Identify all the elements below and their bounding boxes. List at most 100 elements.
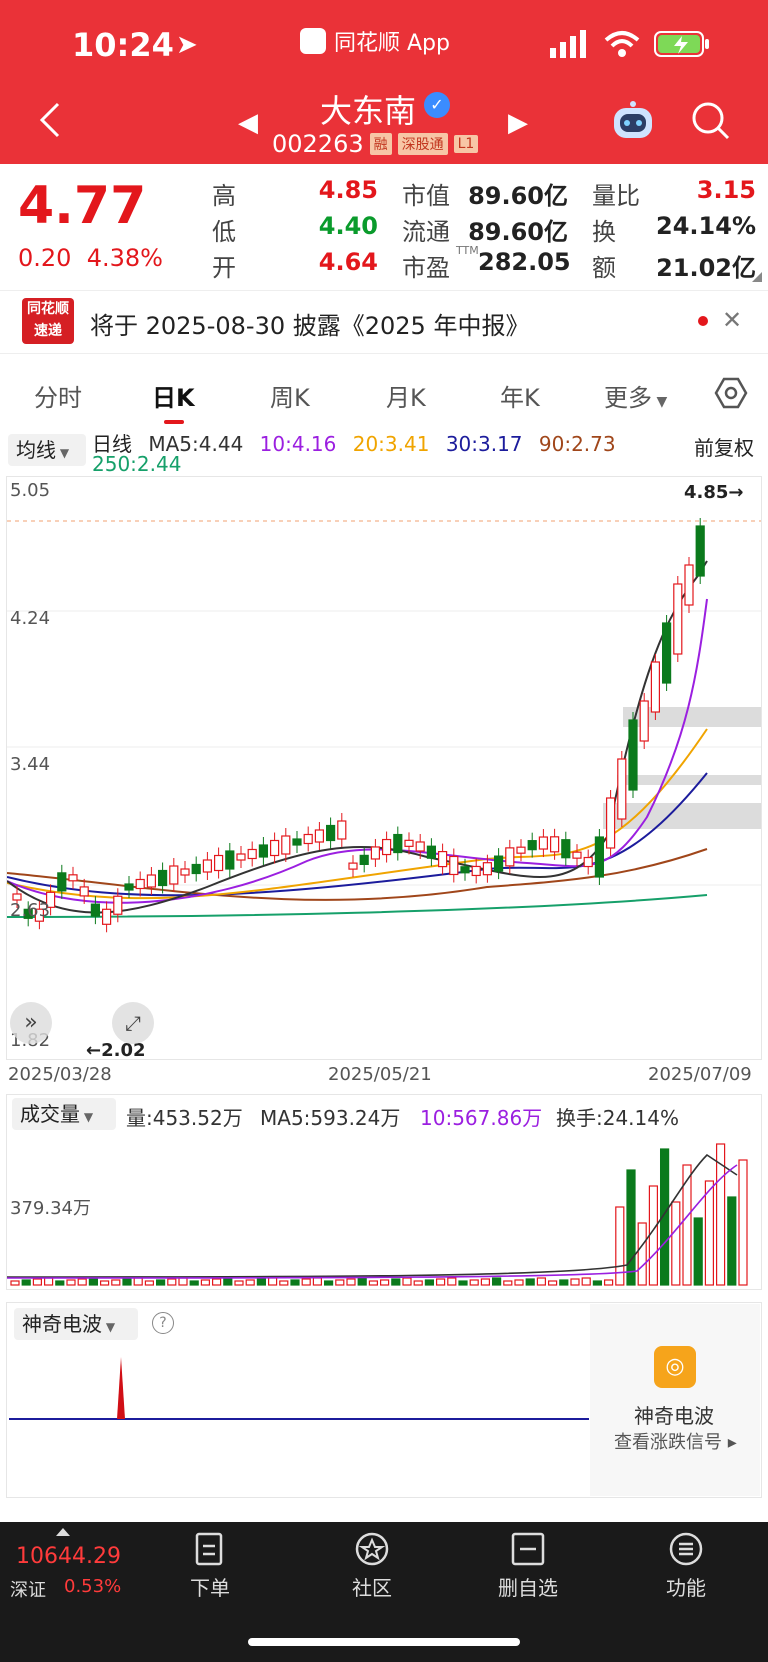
open-label: 开 <box>212 254 236 282</box>
wave-promo-panel[interactable] <box>590 1304 760 1496</box>
date-end: 2025/07/09 <box>648 1064 752 1085</box>
mktcap-value: 89.60亿 <box>468 182 568 210</box>
signal-icon <box>550 30 592 62</box>
search-icon[interactable] <box>690 100 732 146</box>
volume-ma10: 10:567.86万 <box>420 1106 543 1130</box>
tag-connect: 深股通 <box>397 133 448 155</box>
low-label: 低 <box>212 218 236 246</box>
y-label-3: 3.44 <box>10 754 51 775</box>
volume-ma5: MA5:593.24万 <box>260 1106 401 1130</box>
volume-canvas <box>6 1143 748 1286</box>
tag-level: L1 <box>453 135 479 153</box>
settings-icon[interactable] <box>714 376 748 414</box>
amount-value: 21.02亿 <box>656 254 756 282</box>
index-pct: 0.53% <box>64 1576 122 1597</box>
high-value: 4.85 <box>318 176 378 204</box>
kline-canvas <box>6 518 761 933</box>
pe-ttm-sup: TTM <box>456 244 479 257</box>
mktcap-label: 市值 <box>402 182 450 210</box>
expand-left-icon[interactable]: » <box>10 1002 52 1044</box>
tab-intraday[interactable]: 分时 <box>34 384 82 412</box>
open-value: 4.64 <box>318 248 378 276</box>
fullscreen-icon[interactable]: ⤢ <box>112 1002 154 1044</box>
ma-prefix: 日线 <box>92 432 132 456</box>
remove-watchlist-icon <box>511 1532 545 1566</box>
stock-code: 002263 <box>272 130 364 158</box>
float-label: 流通 <box>402 218 450 246</box>
nav-community[interactable]: 社区 <box>322 1532 422 1601</box>
close-icon[interactable]: ✕ <box>722 306 743 334</box>
wifi-icon <box>604 30 640 62</box>
wave-canvas <box>9 1357 589 1420</box>
ma-legend: 日线 MA5:4.44 10:4.16 20:3.41 30:3.17 90:2… <box>92 428 626 457</box>
high-marker: 4.85→ <box>684 482 744 503</box>
volume-dropdown[interactable]: 成交量 ▼ <box>12 1098 116 1130</box>
back-icon[interactable] <box>38 100 62 144</box>
wave-promo-title: 神奇电波 <box>634 1404 714 1428</box>
ma10-label: 10:4.16 <box>259 432 337 456</box>
tab-monthly-k[interactable]: 月K <box>386 384 426 412</box>
ma-dropdown[interactable]: 均线 ▼ <box>8 434 86 466</box>
index-value[interactable]: 10644.29 <box>16 1544 121 1569</box>
volume-y-label: 379.34万 <box>10 1198 91 1219</box>
ma250-label: 250:2.44 <box>92 452 182 476</box>
y-label-2: 4.24 <box>10 608 51 629</box>
status-time: 10:24 <box>72 26 174 64</box>
ma30-label: 30:3.17 <box>445 432 523 456</box>
wave-dropdown[interactable]: 神奇电波 ▼ <box>14 1308 138 1340</box>
volume-turnover: 换手:24.14% <box>556 1106 679 1130</box>
order-doc-icon <box>195 1532 223 1566</box>
high-label: 高 <box>212 182 236 210</box>
volratio-label: 量比 <box>592 182 640 210</box>
prev-stock-icon[interactable]: ◀ <box>238 108 258 138</box>
functions-menu-icon <box>669 1532 703 1566</box>
tab-more[interactable]: 更多 ▼ <box>604 384 668 412</box>
volume-chart[interactable] <box>6 1094 762 1290</box>
y-label-4: 2.63 <box>10 900 51 921</box>
app-chip[interactable]: 同花顺 App <box>300 25 450 57</box>
pe-value: 282.05 <box>478 248 571 276</box>
wave-app-icon: ◎ <box>654 1346 696 1388</box>
notice-text: 将于 2025-08-30 披露《2025 年中报》 <box>90 312 530 340</box>
tab-weekly-k[interactable]: 周K <box>270 384 310 412</box>
adjust-mode[interactable]: 前复权 <box>694 436 754 460</box>
quote-panel <box>0 164 768 288</box>
notice-bar[interactable] <box>0 290 768 354</box>
kline-chart[interactable] <box>6 476 762 1060</box>
low-value: 4.40 <box>318 212 378 240</box>
tab-yearly-k[interactable]: 年K <box>500 384 540 412</box>
verified-icon: ✓ <box>424 92 450 118</box>
help-icon[interactable]: ? <box>152 1312 174 1334</box>
ma20-label: 20:3.41 <box>352 432 430 456</box>
y-label-top: 5.05 <box>10 480 51 501</box>
location-icon: ➤ <box>176 30 198 60</box>
stock-code-row: 002263 融 深股通 L1 <box>272 130 479 158</box>
active-tab-indicator <box>164 420 184 424</box>
last-price: 4.77 <box>18 176 147 236</box>
wave-promo-link[interactable]: 查看涨跌信号 ▸ <box>614 1432 737 1453</box>
robot-assistant-icon[interactable] <box>610 100 656 146</box>
tab-daily-k[interactable]: 日K <box>152 384 195 412</box>
app-logo-icon <box>300 28 326 54</box>
home-indicator <box>248 1638 520 1646</box>
low-marker: ←2.02 <box>86 1040 146 1061</box>
ma5-label: MA5:4.44 <box>148 432 244 456</box>
nav-remove-watchlist[interactable]: 删自选 <box>478 1532 578 1601</box>
next-stock-icon[interactable]: ▶ <box>508 108 528 138</box>
wave-chart[interactable] <box>6 1302 762 1498</box>
turnover-value: 24.14% <box>656 212 756 240</box>
float-value: 89.60亿 <box>468 218 568 246</box>
ma90-label: 90:2.73 <box>538 432 616 456</box>
date-mid: 2025/05/21 <box>328 1064 432 1085</box>
pe-label: 市盈 <box>402 254 450 282</box>
date-start: 2025/03/28 <box>8 1064 112 1085</box>
volratio-value: 3.15 <box>696 176 756 204</box>
volume-value: 量:453.52万 <box>126 1106 243 1130</box>
nav-order[interactable]: 下单 <box>160 1532 260 1601</box>
nav-functions[interactable]: 功能 <box>636 1532 736 1601</box>
turnover-label: 换 <box>592 218 616 246</box>
index-up-icon <box>56 1528 70 1536</box>
index-name: 深证 <box>10 1580 46 1601</box>
stock-name: 大东南 <box>320 92 417 130</box>
expand-corner-icon[interactable] <box>752 272 762 282</box>
